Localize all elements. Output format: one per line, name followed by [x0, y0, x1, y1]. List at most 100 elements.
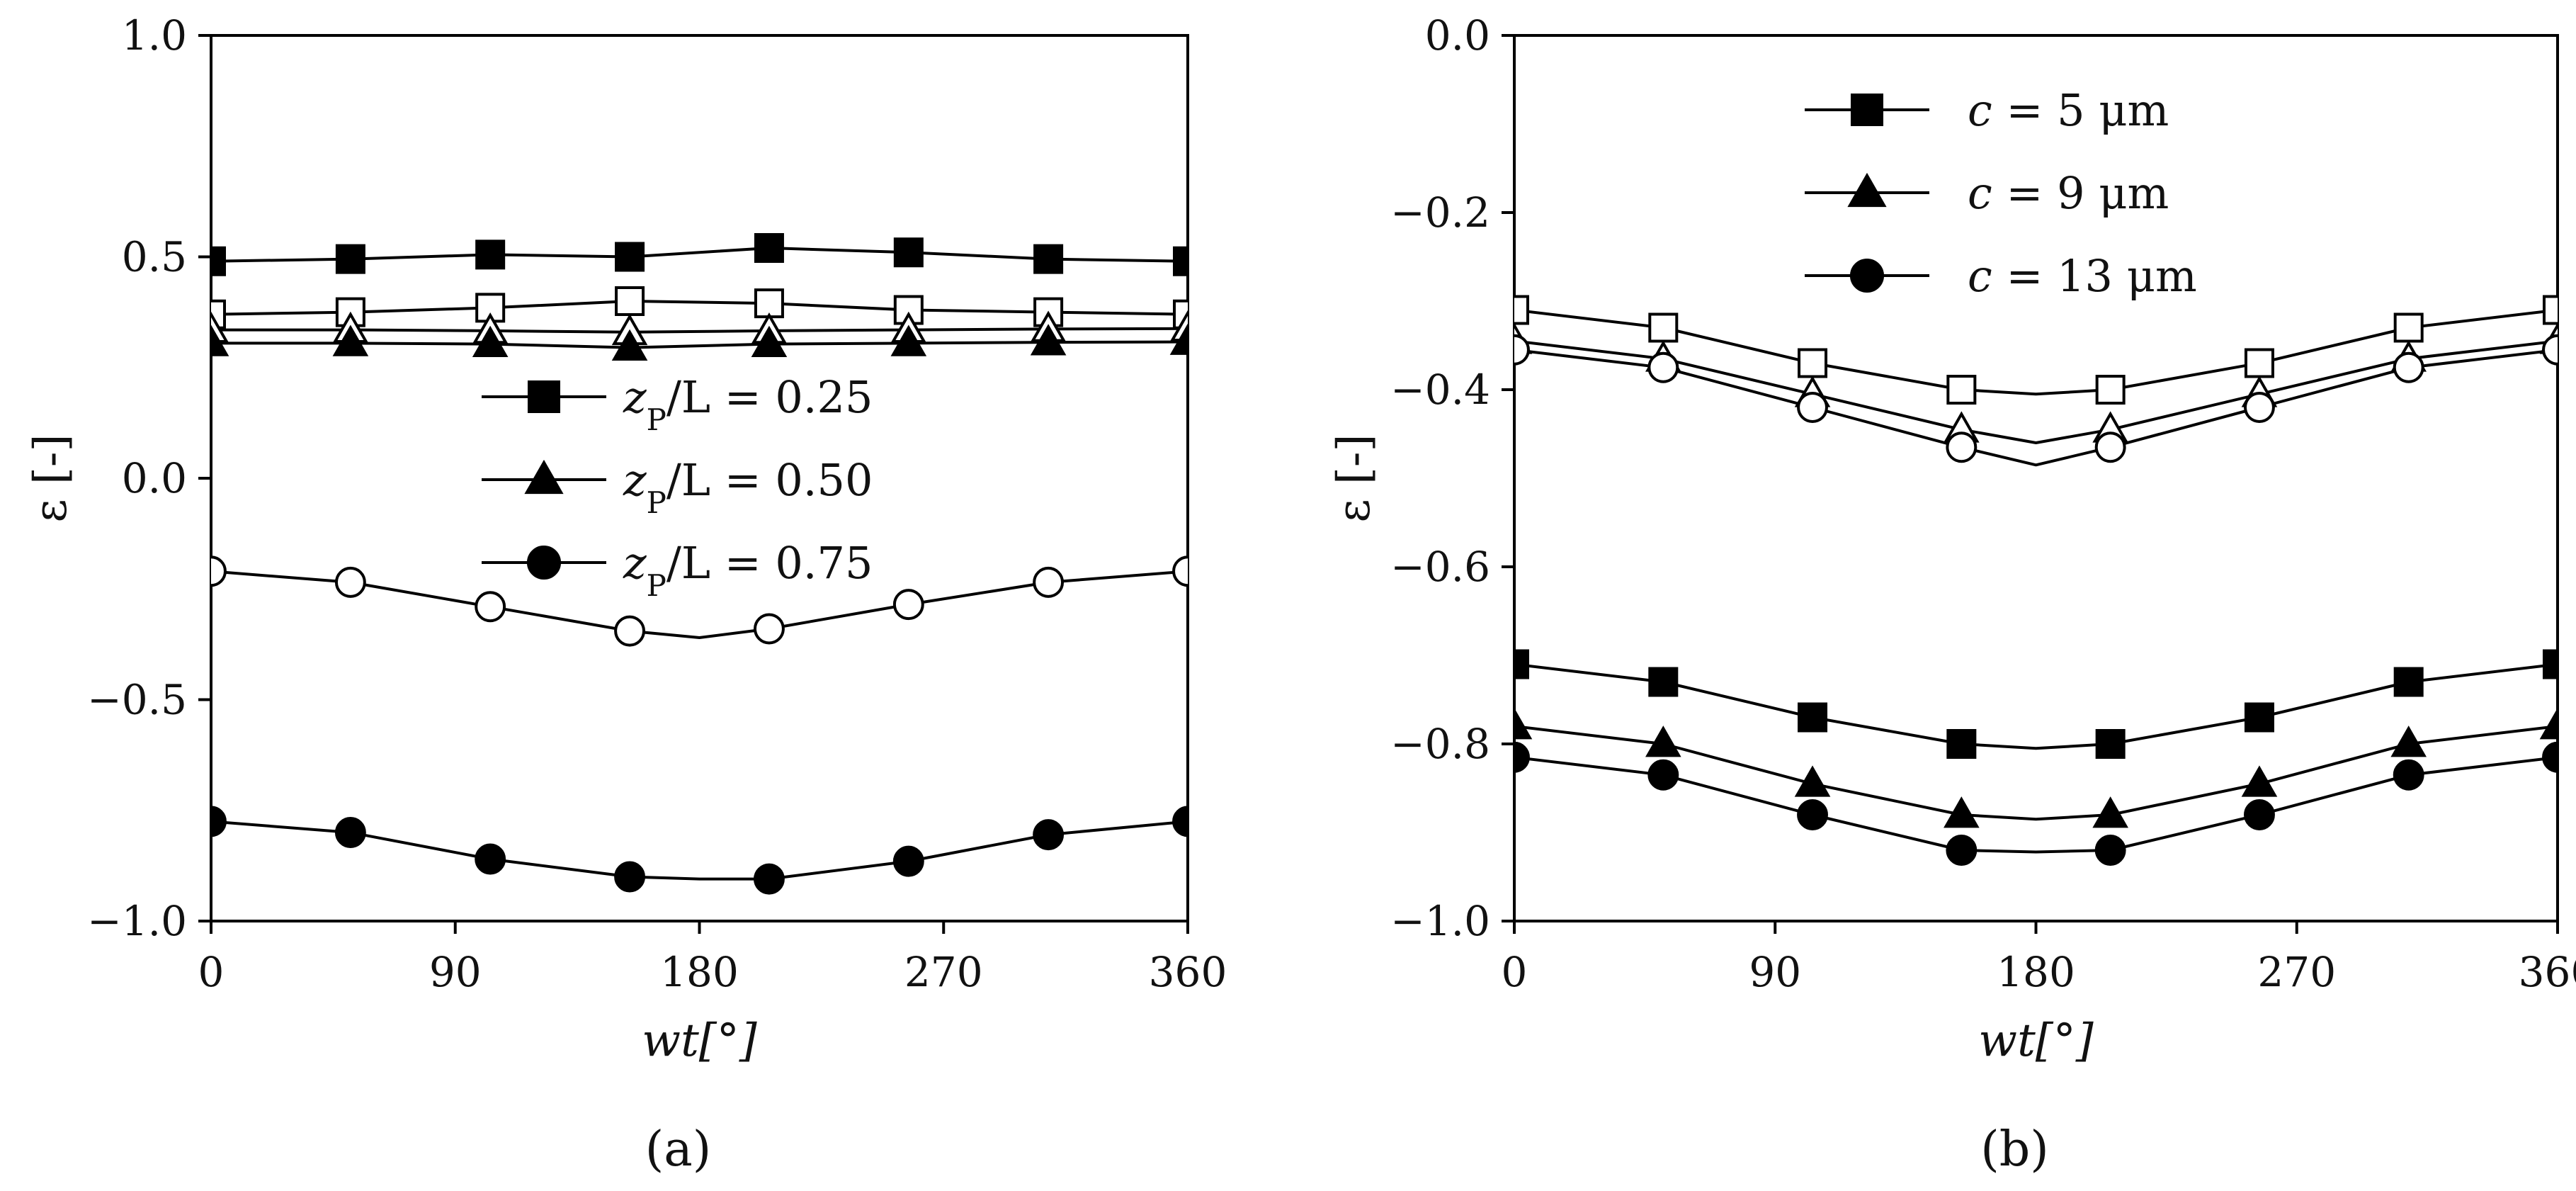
legend-var: c	[1968, 167, 1992, 219]
legend-marker	[1847, 172, 1887, 208]
data-point	[1172, 555, 1188, 587]
data-point	[1169, 323, 1188, 355]
y-tick-label: −0.2	[1390, 188, 1490, 237]
data-point	[2393, 312, 2424, 343]
series-3	[1514, 334, 2558, 467]
x-tick-label: 360	[1149, 948, 1227, 996]
data-point	[890, 324, 927, 356]
legend-var: c	[1968, 84, 1992, 136]
data-point	[1798, 702, 1828, 733]
data-point	[1033, 819, 1065, 851]
legend: c = 5 μmc = 9 μmc = 13 μm	[1805, 84, 2197, 302]
data-point	[1648, 667, 1679, 697]
data-point	[2094, 835, 2126, 866]
data-point	[1172, 806, 1188, 837]
data-point	[472, 325, 509, 358]
x-axis-label: wt[°]	[1978, 1015, 2094, 1067]
data-point	[1173, 246, 1188, 276]
data-point	[611, 329, 648, 361]
legend-label: c = 13 μm	[1968, 250, 2197, 302]
y-axis-label: ε [-]	[25, 434, 77, 522]
series-line	[211, 570, 1188, 639]
x-tick-label: 180	[1997, 948, 2075, 996]
data-point	[1794, 765, 1831, 797]
panel-a: 0 90 180 270 360 1.0 0.5 0.0 −0.5 −1.0 wt[°] ε [-] (…	[25, 11, 1227, 1178]
data-point	[2542, 334, 2558, 366]
data-point	[1033, 244, 1064, 274]
data-point	[1514, 708, 1533, 740]
data-point	[2241, 765, 2278, 797]
legend-label: c = 5 μm	[1968, 84, 2169, 136]
data-point	[2542, 741, 2558, 773]
legend-var: z	[623, 537, 647, 589]
legend-subscript: P	[647, 402, 666, 437]
data-point	[1946, 729, 1977, 759]
legend-value: /L = 0.50	[666, 454, 873, 506]
x-tick-label: 180	[660, 948, 739, 996]
data-point	[615, 286, 645, 316]
series-line	[1514, 755, 2558, 854]
y-tick-label: −0.5	[87, 676, 187, 724]
series-line	[211, 327, 1188, 334]
legend-subscript: P	[647, 568, 666, 603]
legend-label: c = 9 μm	[1968, 167, 2169, 219]
data-point	[334, 566, 366, 598]
data-point	[475, 591, 506, 623]
legend-label: zP/L = 0.75	[623, 537, 873, 603]
legend-marker	[524, 459, 564, 495]
series-line	[211, 247, 1188, 263]
series-6	[1514, 741, 2558, 866]
legend-marker	[1851, 94, 1883, 126]
x-tick-label: 0	[1502, 948, 1528, 996]
data-point	[1648, 312, 1679, 343]
x-tick-label: 270	[904, 948, 983, 996]
data-point	[475, 239, 506, 270]
data-point	[2393, 759, 2424, 791]
y-tick-label: 0.5	[122, 233, 187, 281]
y-tick-label: 1.0	[122, 11, 187, 60]
x-axis-label: wt[°]	[642, 1015, 757, 1067]
y-tick-label: 0.0	[1425, 11, 1490, 60]
series-line	[211, 340, 1188, 349]
panel-label: (b)	[1980, 1122, 2049, 1178]
series-line	[1514, 662, 2558, 750]
series-4	[211, 323, 1188, 361]
data-point	[1946, 835, 1978, 866]
data-point	[1514, 649, 1529, 679]
legend-value: = 9 μm	[1992, 167, 2169, 219]
data-point	[893, 237, 924, 268]
y-axis-label: ε [-]	[1328, 434, 1380, 522]
data-point	[334, 817, 366, 848]
legend-value: /L = 0.75	[666, 537, 873, 589]
data-point	[211, 246, 226, 276]
data-point	[2244, 392, 2275, 423]
data-point	[1946, 431, 1978, 463]
series-line	[1514, 308, 2558, 396]
y-tick-label: −0.4	[1390, 366, 1490, 414]
data-point	[475, 843, 506, 875]
legend-value: = 13 μm	[1992, 250, 2197, 302]
series-2	[1514, 322, 2558, 444]
data-point	[2539, 708, 2558, 740]
legend-var: c	[1968, 250, 1992, 302]
data-point	[2094, 431, 2126, 463]
data-point	[1030, 324, 1067, 356]
series-1	[211, 233, 1188, 276]
data-point	[2393, 351, 2424, 383]
data-point	[892, 589, 924, 621]
data-point	[754, 233, 784, 263]
legend-marker	[1849, 258, 1885, 293]
data-point	[614, 861, 646, 893]
data-point	[2393, 667, 2424, 697]
data-point	[1647, 759, 1679, 791]
legend-label: zP/L = 0.25	[623, 371, 873, 437]
legend-var: z	[623, 371, 647, 423]
legend-label: zP/L = 0.50	[623, 454, 873, 520]
legend-marker	[528, 380, 560, 413]
panel-label: (a)	[645, 1122, 712, 1178]
y-tick-label: 0.0	[122, 454, 187, 502]
legend-marker	[526, 545, 562, 580]
x-tick-label: 0	[198, 948, 225, 996]
panel-b: 0 90 180 270 360 0.0 −0.2 −0.4 −0.6 −0.8 −1.0 wt[°]…	[1328, 11, 2576, 1178]
